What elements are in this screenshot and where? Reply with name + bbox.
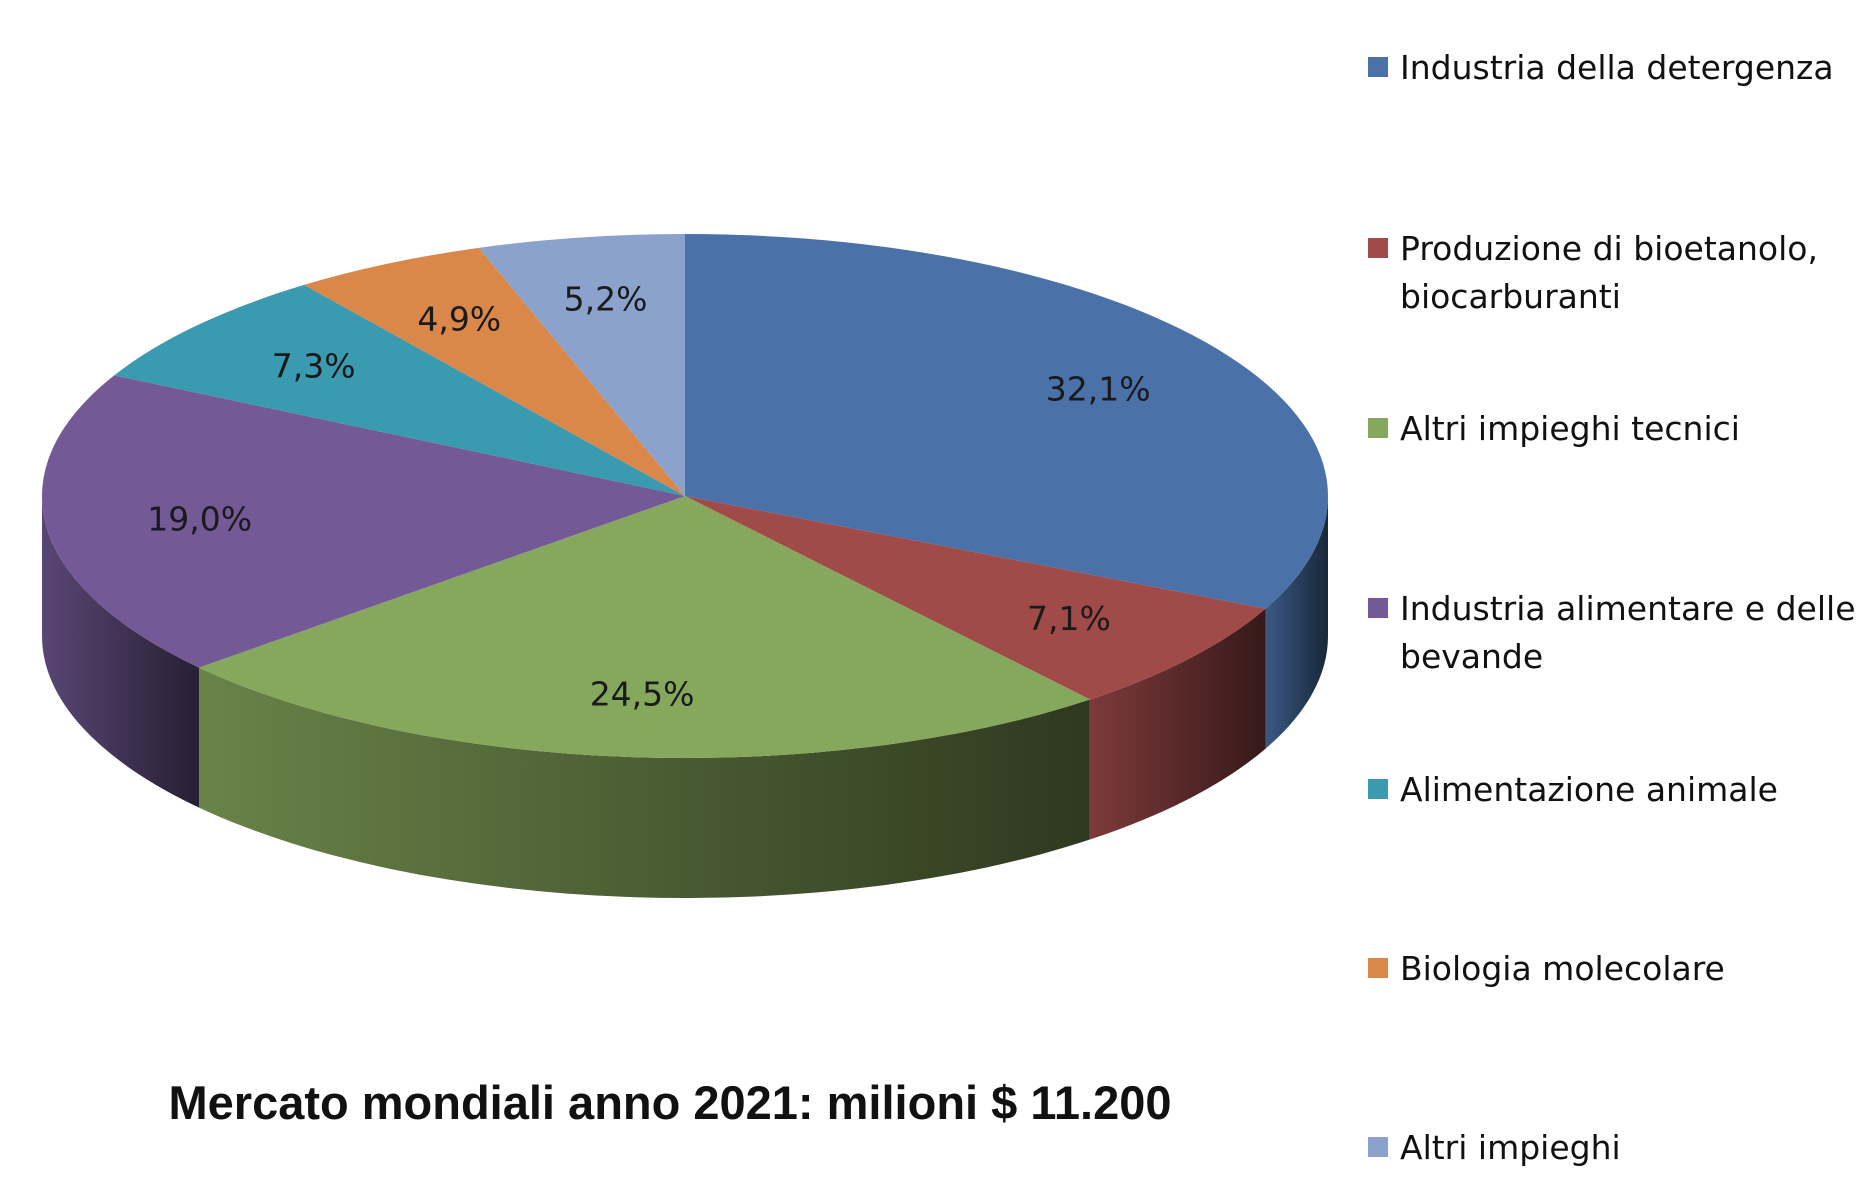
slice-value-label-5: 4,9% [417,299,501,338]
slice-value-label-0: 32,1% [1046,370,1151,409]
legend-label: Biologia molecolare [1400,945,1725,993]
legend-item-4: Alimentazione animale [1368,766,1868,814]
legend-label: Produzione di bioetanolo, biocarburanti [1400,225,1818,321]
legend-label: Industria alimentare e delle bevande [1400,585,1856,681]
legend-swatch [1368,958,1388,978]
legend-label-line: bevande [1400,637,1544,676]
slice-value-label-1: 7,1% [1027,599,1111,638]
legend-label: Altri impieghi [1400,1124,1621,1172]
slice-value-label-2: 24,5% [590,674,695,713]
legend-swatch [1368,418,1388,438]
legend-label-line: Biologia molecolare [1400,949,1725,988]
legend-label-line: Alimentazione animale [1400,770,1778,809]
pie-top-slices [42,234,1328,758]
legend-label-line: Industria alimentare e delle [1400,589,1856,628]
legend-item-0: Industria della detergenza [1368,44,1868,92]
legend-swatch [1368,779,1388,799]
pie-slice-1 [685,496,1266,700]
pie-sides [42,496,1328,899]
pie-slice-4 [114,284,686,496]
chart-title: Mercato mondiali anno 2021: milioni $ 11… [168,1076,1172,1129]
legend-swatch [1368,238,1388,258]
pie-slice-3 [42,375,685,668]
slice-value-label-3: 19,0% [147,499,252,538]
legend-item-1: Produzione di bioetanolo, biocarburanti [1368,225,1868,321]
pie-slice-6 [478,234,685,496]
legend-label: Alimentazione animale [1400,766,1778,814]
legend-swatch [1368,598,1388,618]
pie-side-1 [1089,608,1266,840]
legend-swatch [1368,1137,1388,1157]
slice-value-label-4: 7,3% [272,347,356,386]
legend-item-6: Altri impieghi [1368,1124,1868,1172]
legend-label-line: biocarburanti [1400,277,1621,316]
legend-label-line: Industria della detergenza [1400,48,1834,87]
pie-slice-2 [199,496,1090,758]
pie-side-0 [1265,496,1328,749]
legend-label-line: Produzione di bioetanolo, [1400,229,1818,268]
pie-side-3 [42,496,200,808]
pie-slice-5 [304,247,685,496]
pie-value-labels: 32,1% 7,1% 24,5% 19,0% 7,3% 4,9% 5,2% [147,280,1150,714]
legend-label: Altri impieghi tecnici [1400,405,1740,453]
legend-label-line: Altri impieghi [1400,1128,1621,1167]
legend-item-5: Biologia molecolare [1368,945,1868,993]
legend-item-3: Industria alimentare e delle bevande [1368,585,1868,681]
legend-label: Industria della detergenza [1400,44,1834,92]
slice-value-label-6: 5,2% [564,280,648,319]
legend-swatch [1368,57,1388,77]
pie-chart: 32,1% 7,1% 24,5% 19,0% 7,3% 4,9% 5,2% [42,234,1328,899]
legend-item-2: Altri impieghi tecnici [1368,405,1868,453]
pie-side-2 [199,667,1090,899]
pie-slice-0 [685,234,1328,609]
legend-label-line: Altri impieghi tecnici [1400,409,1740,448]
